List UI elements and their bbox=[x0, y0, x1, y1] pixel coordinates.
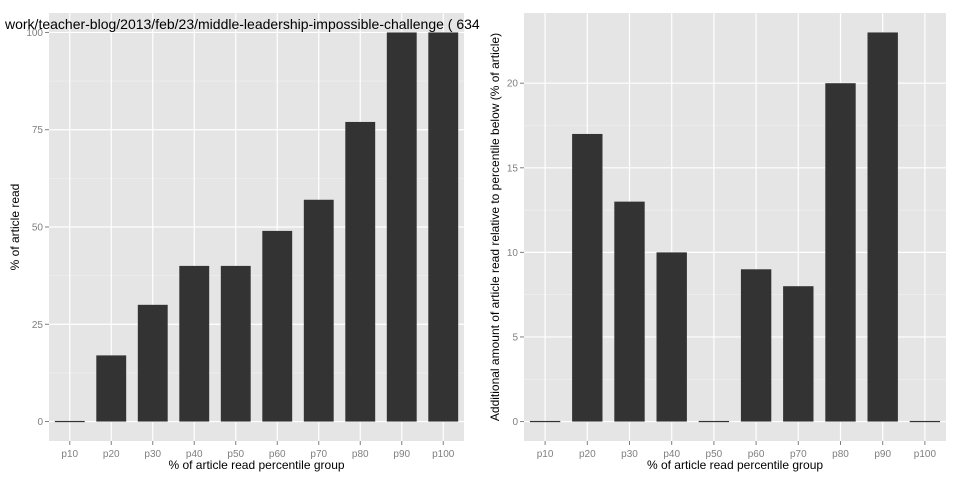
right-bar-p80 bbox=[825, 83, 856, 422]
right-x-axis-title: % of article read percentile group bbox=[647, 458, 823, 472]
right-x-tick-label: p50 bbox=[706, 449, 723, 460]
left-bar-p90 bbox=[386, 32, 417, 422]
left-bar-p80 bbox=[345, 121, 376, 422]
right-y-tick-label: 10 bbox=[507, 248, 519, 259]
right-y-tick-label: 0 bbox=[512, 417, 518, 428]
left-bar-p60 bbox=[262, 230, 293, 422]
left-y-axis-title: % of article read bbox=[8, 184, 22, 271]
right-y-tick-label: 5 bbox=[512, 332, 518, 343]
left-x-tick-label: p10 bbox=[61, 449, 78, 460]
right-x-tick-label: p90 bbox=[874, 449, 891, 460]
right-bar-p30 bbox=[614, 201, 645, 422]
left-y-tick-label: 50 bbox=[32, 223, 44, 234]
left-bar-p50 bbox=[220, 265, 251, 422]
left-bar-p100 bbox=[428, 32, 459, 422]
right-x-tick-label: p10 bbox=[537, 449, 554, 460]
left-bar-p20 bbox=[96, 355, 127, 422]
left-y-tick-label: 0 bbox=[37, 417, 43, 428]
right-x-tick-label: p60 bbox=[748, 449, 765, 460]
left-x-tick-label: p20 bbox=[103, 449, 120, 460]
right-bar-p60 bbox=[740, 269, 772, 422]
left-y-tick-label: 25 bbox=[32, 320, 44, 331]
right-y-tick-label: 15 bbox=[507, 163, 519, 174]
right-x-tick-label: p40 bbox=[663, 449, 680, 460]
left-x-tick-label: p70 bbox=[310, 449, 327, 460]
right-bar-p20 bbox=[572, 133, 603, 422]
left-x-tick-label: p100 bbox=[432, 449, 455, 460]
right-x-tick-label: p70 bbox=[790, 449, 807, 460]
right-x-tick-label: p20 bbox=[579, 449, 596, 460]
plot-title: work/teacher-blog/2013/feb/23/middle-lea… bbox=[4, 16, 480, 32]
right-bar-p90 bbox=[867, 32, 898, 422]
left-x-tick-label: p80 bbox=[352, 449, 369, 460]
left-x-tick-label: p90 bbox=[393, 449, 410, 460]
right-bar-p100 bbox=[909, 420, 941, 423]
left-x-tick-label: p50 bbox=[227, 449, 244, 460]
left-bar-p30 bbox=[137, 304, 168, 422]
right-y-axis-title: Additional amount of article read relati… bbox=[488, 33, 502, 421]
right-bar-p50 bbox=[698, 420, 730, 423]
left-bar-p70 bbox=[303, 199, 334, 422]
left-chart: 0 25 50 75 100 p10 p20 p30 p40 p50 p60 p70 p80 p90 p10… bbox=[8, 13, 464, 472]
right-chart: 0 5 10 15 20 p10 p20 p30 p40 p50 p60 p70 p80 p90 p100%… bbox=[488, 13, 946, 472]
right-y-tick-label: 20 bbox=[507, 79, 519, 90]
left-y-tick-label: 75 bbox=[32, 125, 44, 136]
right-x-tick-label: p100 bbox=[914, 449, 937, 460]
left-x-tick-label: p30 bbox=[144, 449, 161, 460]
left-bar-p10 bbox=[54, 420, 85, 423]
left-bar-p40 bbox=[179, 265, 210, 422]
right-x-tick-label: p30 bbox=[621, 449, 638, 460]
left-x-axis-title: % of article read percentile group bbox=[168, 458, 344, 472]
left-x-tick-label: p60 bbox=[269, 449, 286, 460]
left-x-tick-label: p40 bbox=[186, 449, 203, 460]
right-bar-p10 bbox=[529, 420, 561, 423]
right-x-tick-label: p80 bbox=[832, 449, 849, 460]
right-bar-p70 bbox=[783, 286, 814, 422]
right-bar-p40 bbox=[656, 252, 687, 422]
left-y-tick-label: 100 bbox=[26, 28, 43, 39]
